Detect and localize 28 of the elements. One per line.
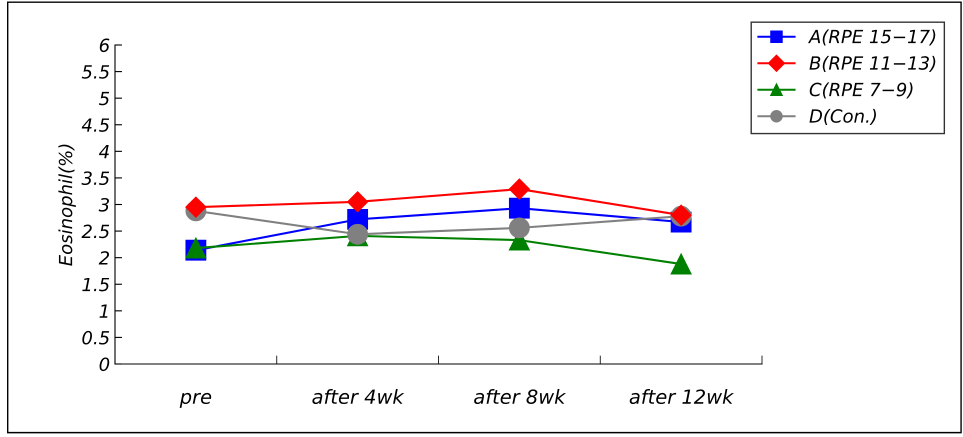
x-tick-label: after 8wk bbox=[474, 389, 566, 404]
y-tick-label: 0 bbox=[100, 357, 110, 372]
y-tick-label: 4.5 bbox=[82, 118, 110, 132]
y-tick-label: 1 bbox=[100, 304, 108, 318]
point bbox=[670, 254, 692, 274]
x-tick-label: pre bbox=[180, 392, 212, 408]
point bbox=[508, 217, 530, 238]
x-tick-label: after 4wk bbox=[312, 389, 404, 404]
legend-label: D(Con.) bbox=[809, 108, 876, 125]
point bbox=[185, 196, 206, 218]
y-tick-label: 3 bbox=[98, 198, 109, 212]
legend-label: A(RPE 15−17) bbox=[808, 29, 936, 46]
x-tick-label: after 12wk bbox=[630, 389, 734, 404]
y-tick-label: 0.5 bbox=[82, 330, 110, 345]
y-tick-label: 5.5 bbox=[82, 65, 110, 79]
y-tick-label: 1.5 bbox=[82, 278, 110, 292]
y-tick-label: 6 bbox=[100, 38, 110, 52]
y-tick-label: 5 bbox=[99, 92, 110, 106]
legend-label: B(RPE 11−13) bbox=[809, 56, 936, 72]
point bbox=[508, 178, 530, 200]
y-tick-label: 4 bbox=[98, 145, 109, 158]
y-axis-title: Eosinophil(%) bbox=[58, 144, 76, 266]
point bbox=[347, 191, 368, 212]
y-tick-label: 3.5 bbox=[81, 171, 110, 186]
y-tick-label: 2 bbox=[98, 251, 110, 265]
y-tick-label: 2.5 bbox=[81, 224, 110, 238]
legend-label: C(RPE 7−9) bbox=[810, 82, 913, 98]
point bbox=[508, 198, 530, 219]
